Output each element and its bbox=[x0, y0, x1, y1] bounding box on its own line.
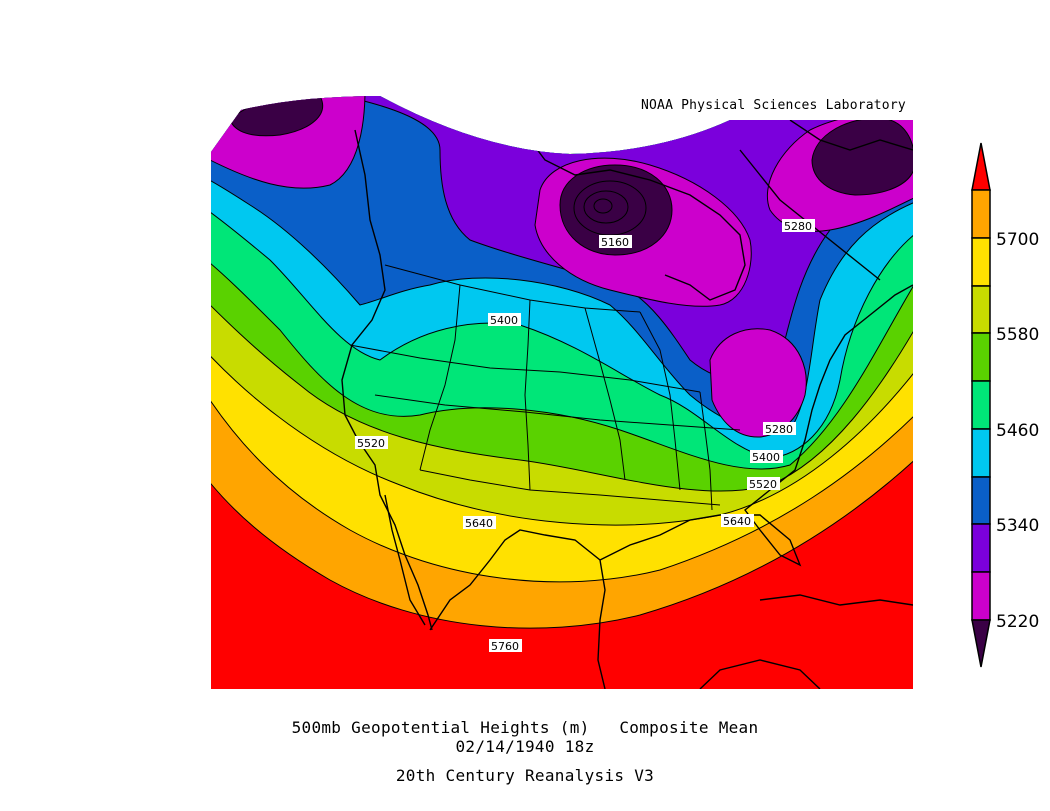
credit-text: NOAA Physical Sciences Laboratory bbox=[641, 98, 906, 113]
contour-label: 5640 bbox=[465, 517, 493, 530]
colorbar-tick-5700: 5700 bbox=[996, 230, 1039, 250]
contour-label: 5640 bbox=[723, 515, 751, 528]
colorbar-tick-5580: 5580 bbox=[996, 325, 1039, 345]
contour-label: 5280 bbox=[784, 220, 812, 233]
contour-label: 5520 bbox=[749, 478, 777, 491]
colorbar: 5700 5580 5460 5340 5220 bbox=[971, 142, 1039, 668]
band-5220-5280-east-low bbox=[709, 328, 807, 438]
title-line-3: 20th Century Reanalysis V3 bbox=[395, 766, 655, 785]
title-line-2: 02/14/1940 18z bbox=[455, 737, 595, 756]
contour-label: 5520 bbox=[357, 437, 385, 450]
colorbar-tick-5340: 5340 bbox=[996, 516, 1039, 536]
state-borders bbox=[349, 264, 741, 511]
colorbar-tick-5220: 5220 bbox=[996, 612, 1039, 632]
coastline-map bbox=[341, 119, 913, 689]
band-below-5160-center bbox=[559, 164, 673, 256]
contour-label: 5400 bbox=[490, 314, 518, 327]
band-below-5160-ne bbox=[811, 117, 913, 196]
colorbar-top-arrow bbox=[971, 142, 991, 191]
colorbar-tick-5460: 5460 bbox=[996, 421, 1039, 441]
height-field bbox=[211, 96, 913, 689]
contour-label: 5280 bbox=[765, 423, 793, 436]
colorbar-bottom-arrow bbox=[971, 619, 991, 668]
contour-label: 5400 bbox=[752, 451, 780, 464]
contour-labels: 5160 5280 5400 5520 5280 5400 5520 5640 … bbox=[355, 219, 815, 653]
title-line-1: 500mb Geopotential Heights (m) Composite… bbox=[291, 718, 759, 737]
contour-label: 5760 bbox=[491, 640, 519, 653]
contour-label: 5160 bbox=[601, 236, 629, 249]
